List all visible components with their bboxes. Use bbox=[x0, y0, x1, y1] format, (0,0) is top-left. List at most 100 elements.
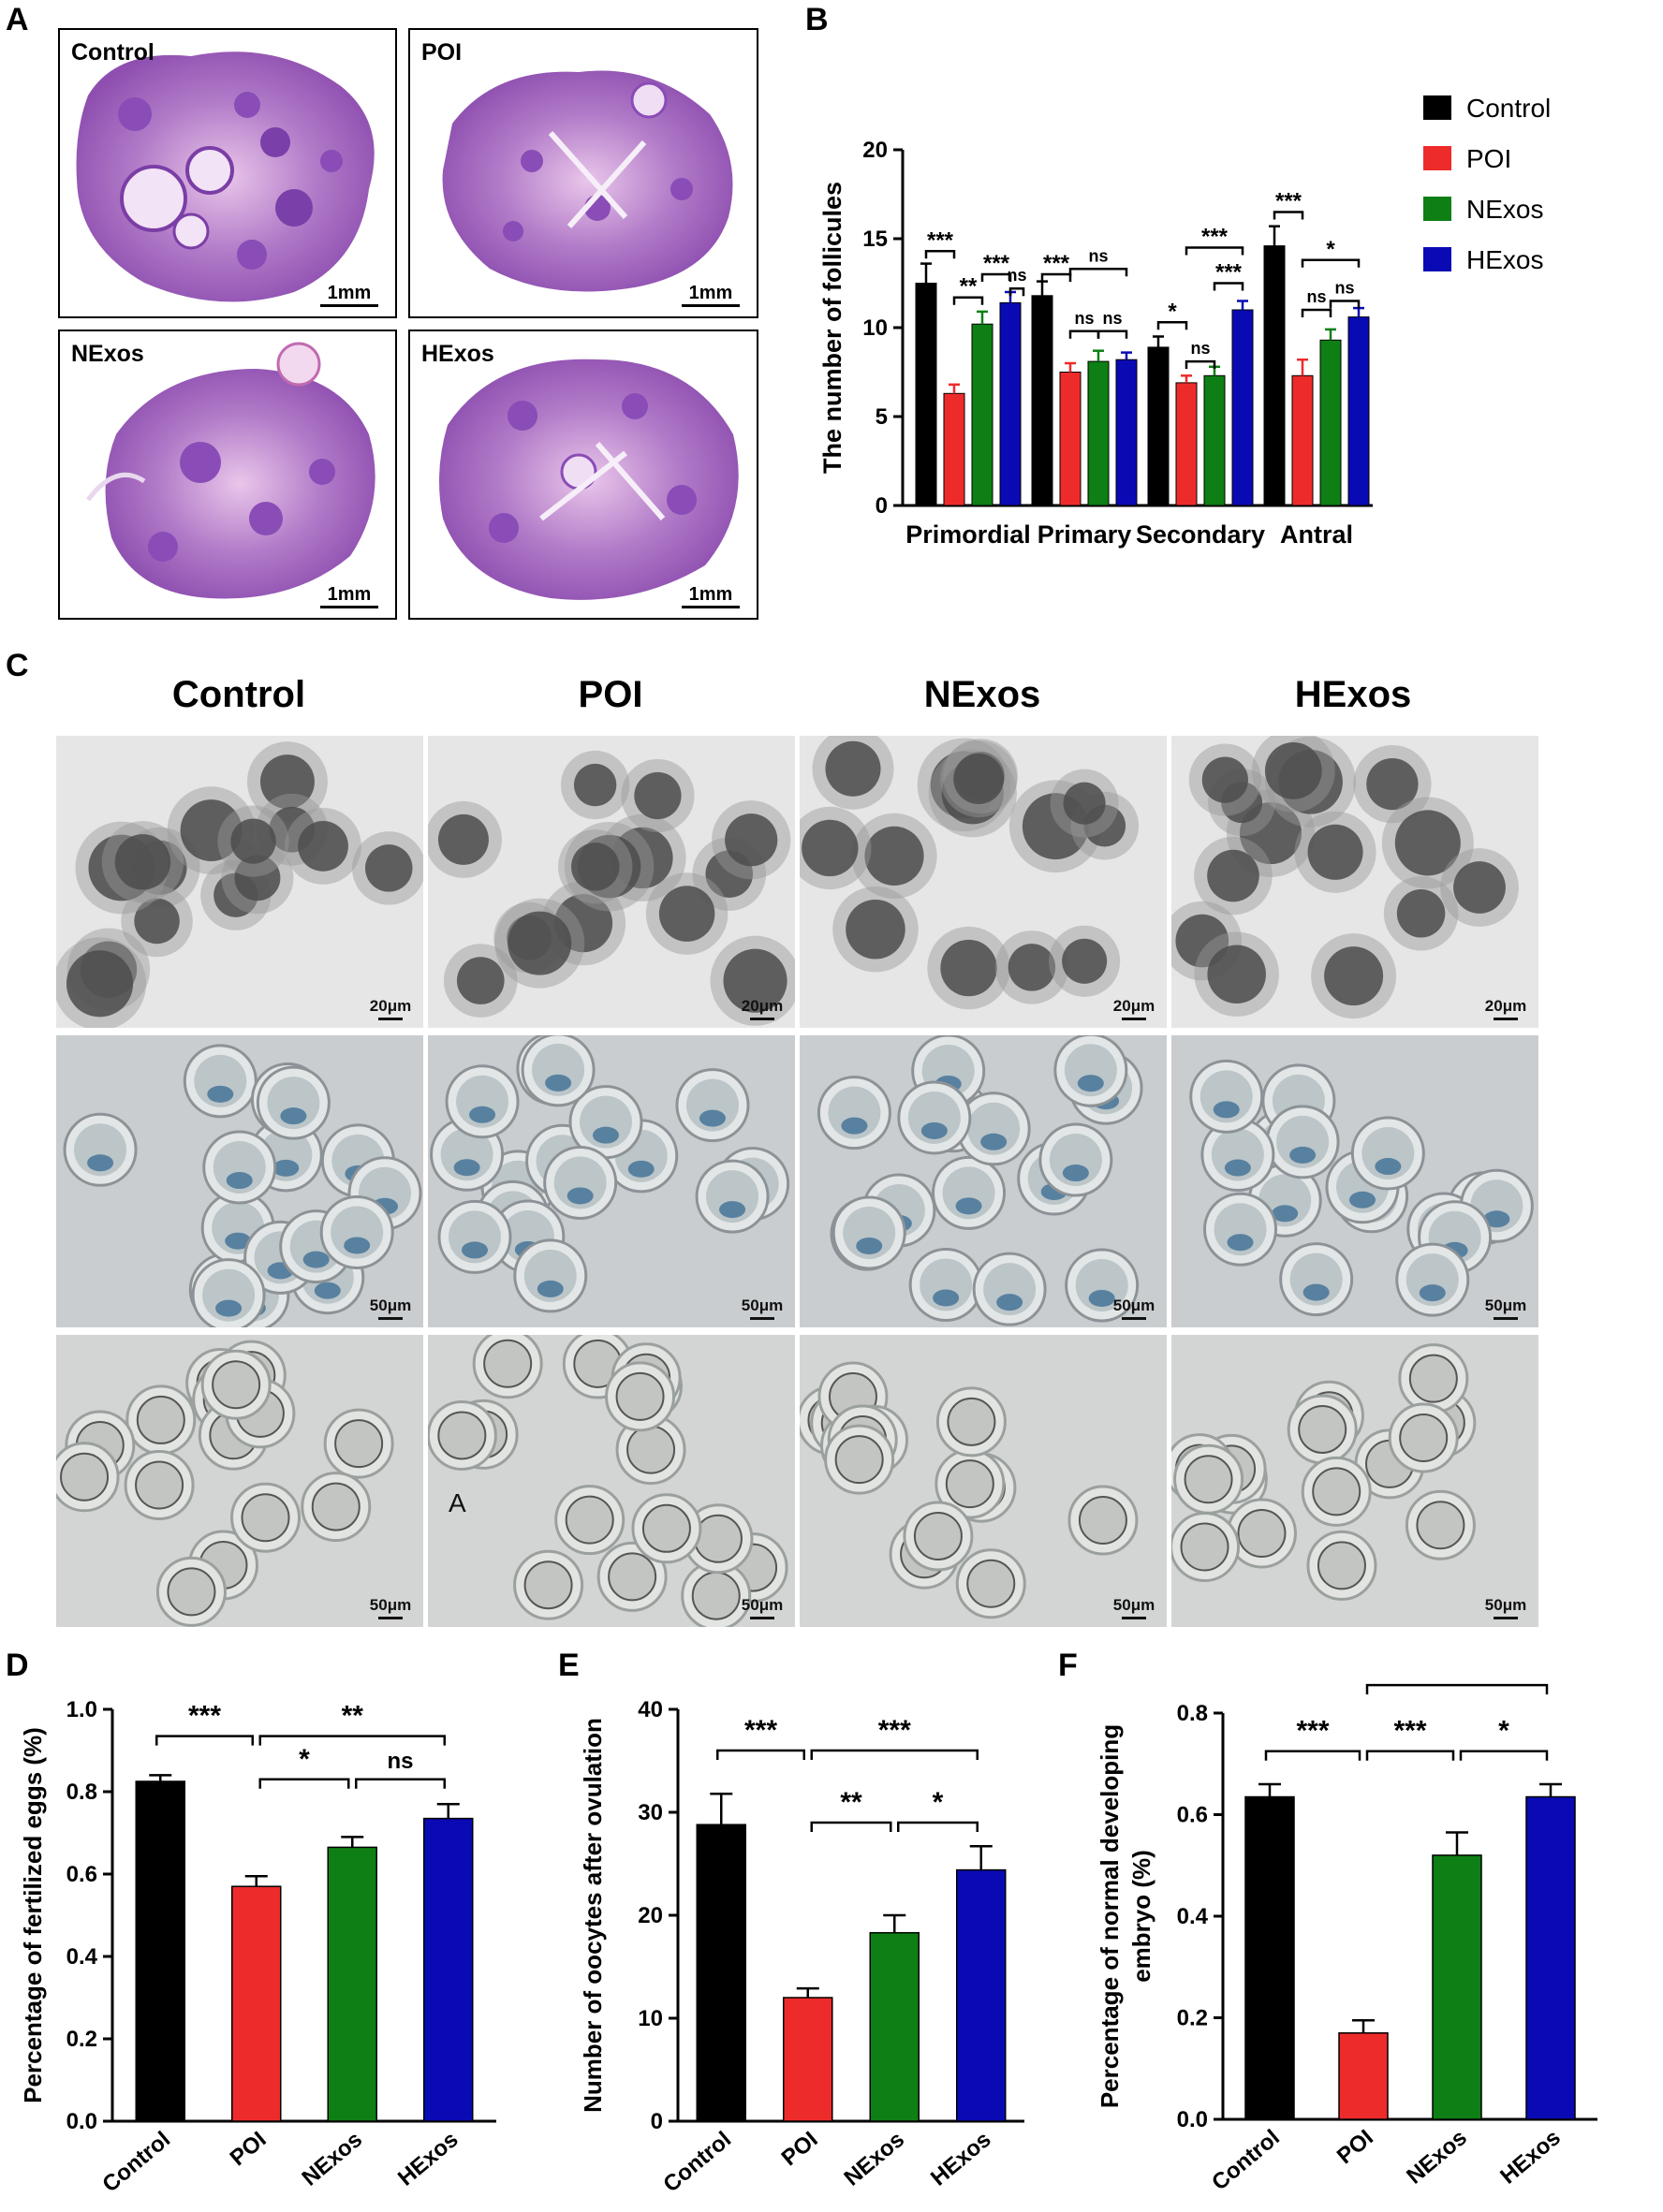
y-tick-label: 15 bbox=[862, 227, 888, 252]
significance-label: ns bbox=[1007, 266, 1026, 285]
significance-label: *** bbox=[1296, 1716, 1329, 1747]
follicle-count-chart: 0 5 10 15 20 The number of follicules Primordi… bbox=[818, 94, 1551, 549]
x-tick-label: Control bbox=[97, 2127, 175, 2198]
y-tick-label: 0.4 bbox=[66, 1944, 98, 1970]
legend-swatch bbox=[1423, 247, 1451, 271]
scale-bar: 20μm bbox=[1111, 997, 1157, 1020]
significance-label: *** bbox=[927, 227, 954, 253]
micrograph-cell: 20μm bbox=[1171, 736, 1538, 1028]
y-tick-label: 30 bbox=[638, 1800, 663, 1825]
scale-bar-label: 50μm bbox=[369, 1296, 412, 1314]
significance-label: *** bbox=[1393, 1716, 1426, 1747]
significance-bracket bbox=[258, 1735, 446, 1746]
micrograph-cell: 20μm bbox=[800, 736, 1167, 1028]
scale-bar: 50μm bbox=[739, 1296, 786, 1320]
x-tick-label: NExos bbox=[298, 2127, 368, 2191]
x-tick-label: POI bbox=[777, 2127, 823, 2171]
bar-control bbox=[696, 1824, 746, 2122]
micrograph-image bbox=[63, 1044, 422, 1327]
micrograph-cell: 50μm bbox=[1171, 1035, 1538, 1327]
legend-label: POI bbox=[1466, 144, 1511, 173]
y-tick-label: 0.6 bbox=[1177, 1803, 1208, 1828]
bar-nexos bbox=[971, 323, 993, 506]
significance-label: *** bbox=[878, 1715, 911, 1746]
x-tick-label: HExos bbox=[393, 2127, 464, 2191]
bar-hexos bbox=[423, 1817, 474, 2122]
bar-poi bbox=[1291, 374, 1314, 506]
ovary-section-image bbox=[86, 342, 375, 599]
ovary-section-image bbox=[442, 70, 733, 292]
significance-label: *** bbox=[188, 1701, 221, 1732]
scale-bar: 50μm bbox=[1482, 1596, 1529, 1619]
micrograph-image bbox=[1171, 1343, 1477, 1601]
scale-bar: 50μm bbox=[1482, 1296, 1529, 1320]
significance-label: ns bbox=[387, 1749, 413, 1774]
micrograph-image bbox=[1189, 1059, 1534, 1317]
ovary-section-image bbox=[439, 359, 739, 600]
x-tick-label: POI bbox=[1332, 2125, 1378, 2169]
y-tick-label: 0.0 bbox=[66, 2109, 97, 2134]
significance-label: *** bbox=[1201, 225, 1229, 250]
bar-poi bbox=[943, 392, 965, 506]
scale-bar: 1mm bbox=[316, 283, 382, 307]
significance-label: *** bbox=[1043, 251, 1070, 276]
significance-bracket bbox=[1156, 321, 1188, 330]
significance-label: ** bbox=[960, 274, 978, 300]
bar-nexos bbox=[1319, 339, 1342, 506]
y-tick-label: 20 bbox=[638, 1903, 663, 1928]
micrograph-grid: 20μm 20μm 20μm 20μm 50μm 50μm 50μm 50μm 50μm A 50μ… bbox=[56, 736, 1539, 1629]
micrograph-image bbox=[430, 1035, 790, 1313]
significance-bracket bbox=[810, 1749, 979, 1760]
histology-label: NExos bbox=[71, 341, 144, 367]
micrograph-cell: 50μm bbox=[56, 1035, 423, 1327]
histology-panel-poi: POI 1mm bbox=[408, 28, 758, 318]
scale-bar: 1mm bbox=[316, 584, 382, 608]
scale-bar-label: 20μm bbox=[1112, 997, 1155, 1015]
micrograph-cell: A 50μm bbox=[428, 1335, 795, 1627]
bar-poi bbox=[231, 1885, 282, 2122]
significance-bracket bbox=[258, 1778, 350, 1789]
significance-bracket bbox=[1185, 359, 1216, 370]
significance-bracket bbox=[1096, 330, 1128, 339]
bar-poi bbox=[1338, 2032, 1389, 2120]
significance-bracket bbox=[355, 1778, 446, 1789]
bar-nexos bbox=[1432, 1854, 1482, 2120]
significance-label: * bbox=[299, 1744, 310, 1775]
y-tick-label: 5 bbox=[876, 404, 888, 430]
significance-label: ns bbox=[1190, 339, 1210, 358]
significance-bracket bbox=[1301, 308, 1332, 317]
panel-letter-f: F bbox=[1058, 1648, 1078, 1683]
legend-label: HExos bbox=[1466, 245, 1543, 274]
cell-annotation: A bbox=[449, 1488, 466, 1517]
scale-bar: 50μm bbox=[367, 1596, 414, 1619]
bar-nexos bbox=[1087, 360, 1110, 506]
x-tick-label: Primary bbox=[1038, 520, 1132, 549]
y-tick-label: 0.2 bbox=[1177, 2006, 1208, 2031]
micrograph-image bbox=[817, 1035, 1143, 1326]
scale-bar-label: 50μm bbox=[1484, 1596, 1527, 1614]
scale-bar: 1mm bbox=[678, 584, 743, 608]
bar-hexos bbox=[1115, 359, 1138, 506]
significance-label: ns bbox=[1102, 309, 1122, 328]
micrograph-image bbox=[428, 750, 795, 1026]
significance-label: *** bbox=[744, 1715, 777, 1746]
scale-bar-label: 50μm bbox=[741, 1596, 784, 1614]
x-tick-label: HExos bbox=[1495, 2125, 1566, 2190]
legend-label: NExos bbox=[1466, 195, 1543, 224]
significance-label: *** bbox=[1440, 1666, 1473, 1680]
scale-bar-label: 1mm bbox=[327, 283, 372, 303]
legend-swatch bbox=[1423, 146, 1451, 170]
micrograph-cell: 50μm bbox=[800, 1335, 1167, 1627]
scale-bar: 50μm bbox=[1111, 1296, 1157, 1320]
micrograph-cell: 50μm bbox=[56, 1335, 423, 1627]
scale-bar: 20μm bbox=[1482, 997, 1529, 1020]
scale-bar: 20μm bbox=[367, 997, 414, 1020]
significance-bracket bbox=[952, 296, 984, 305]
scale-bar: 1mm bbox=[678, 283, 743, 307]
micrograph-image bbox=[428, 1335, 788, 1627]
scale-bar-label: 20μm bbox=[1484, 997, 1527, 1015]
y-tick-label: 10 bbox=[862, 315, 888, 341]
y-tick-label: 40 bbox=[638, 1697, 663, 1722]
